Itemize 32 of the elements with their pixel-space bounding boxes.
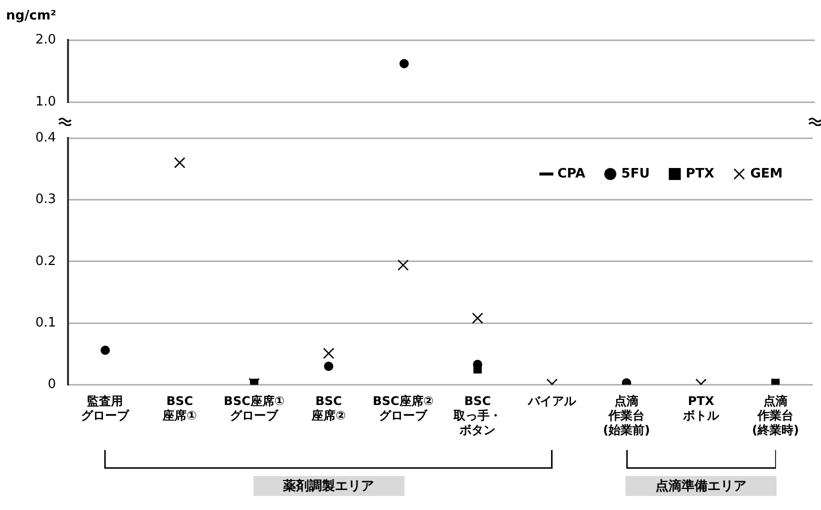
x-tick-label: BSC座席①グローブ — [224, 394, 285, 423]
y-tick-label: 0.4 — [35, 130, 56, 146]
y-tick-label: 1.0 — [35, 94, 56, 110]
x-tick-label: BSC取っ手・ボタン — [452, 394, 502, 437]
legend-label: GEM — [750, 166, 783, 182]
point — [398, 260, 409, 271]
x-tick-label: PTXボトル — [682, 394, 720, 423]
legend-label: PTX — [686, 166, 714, 182]
text: 点滴準備エリア — [625, 476, 776, 496]
x-tick-label: 点滴作業台(始業前) — [603, 394, 650, 437]
y-axis-title: ng/cm² — [6, 8, 56, 24]
x-tick-label: 点滴作業台(終業時) — [752, 394, 799, 437]
x-tick-label: BSC座席②グローブ — [372, 394, 434, 423]
point — [100, 346, 110, 355]
legend-label: 5FU — [621, 166, 650, 182]
x-tick-label: BSC座席② — [310, 394, 346, 423]
legend-label: CPA — [557, 166, 586, 182]
y-tick-label: 2.0 — [35, 32, 56, 48]
point — [323, 348, 334, 359]
x-tick-label: 監査用グローブ — [81, 394, 130, 423]
y-tick-label: 0.1 — [35, 315, 56, 330]
y-tick-label: 0.2 — [35, 254, 56, 269]
y-tick-label: 0 — [48, 377, 56, 392]
point — [174, 157, 186, 168]
x-tick-label: バイアル — [527, 394, 578, 408]
point — [473, 365, 482, 374]
point — [622, 378, 632, 385]
point — [472, 312, 484, 324]
x-tick-label: BSC座席① — [162, 394, 197, 423]
y-tick-label: 0.3 — [35, 192, 56, 208]
text: 薬剤調製エリア — [253, 476, 404, 496]
point — [324, 362, 334, 371]
